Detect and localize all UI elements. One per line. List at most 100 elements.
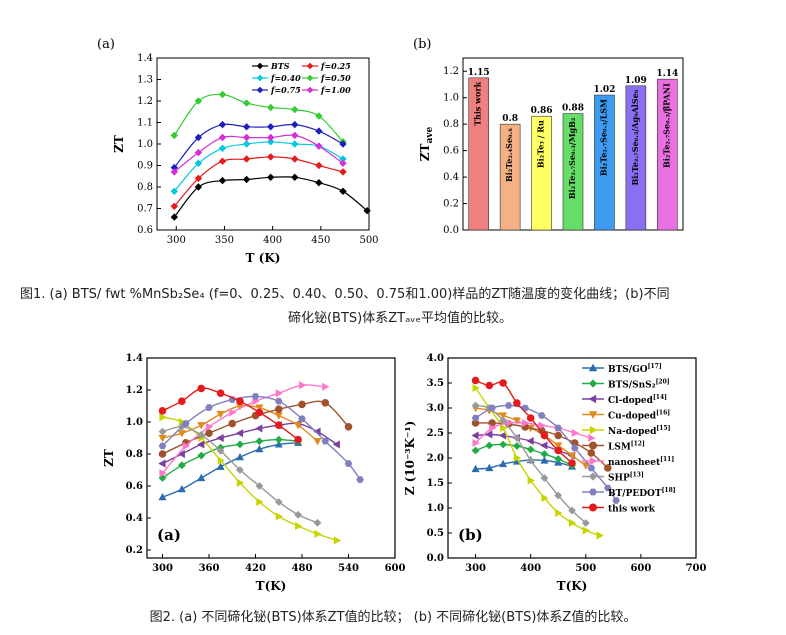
data-point — [236, 397, 244, 406]
x-tick-label: 600 — [630, 563, 651, 574]
legend-marker — [588, 379, 598, 388]
data-point — [274, 421, 283, 430]
data-point — [197, 473, 206, 482]
y-tick-label: 0.6 — [126, 481, 143, 492]
data-point — [194, 133, 203, 142]
legend-label-ref: [18] — [662, 487, 676, 494]
data-point — [522, 418, 530, 428]
data-point — [216, 446, 225, 455]
data-point — [363, 206, 371, 215]
x-axis-label: T(K) — [256, 579, 287, 593]
data-point — [242, 140, 251, 148]
x-tick-label: 420 — [245, 563, 266, 574]
data-point — [540, 450, 549, 458]
data-point — [291, 155, 299, 163]
bar-category-label: This work — [473, 81, 483, 126]
data-point — [256, 497, 264, 507]
y-tick-label: 1.1 — [137, 118, 153, 129]
data-point — [471, 401, 480, 410]
data-point — [298, 381, 307, 390]
data-point — [216, 389, 225, 398]
y-tick-label: 1.4 — [126, 353, 143, 364]
data-point — [197, 430, 206, 439]
data-point — [236, 466, 244, 474]
plot-area: 300 400 500 600 700 0.0 0.5 1.0 1.5 2.0 2.5 3.0 3.5 4… — [403, 353, 706, 593]
data-point — [170, 202, 179, 211]
data-point — [471, 431, 479, 440]
legend-marker — [589, 441, 598, 450]
data-point — [236, 478, 245, 487]
data-point — [472, 383, 480, 393]
data-point — [218, 120, 227, 129]
data-point — [596, 531, 604, 540]
x-tick-label: 500 — [359, 235, 378, 246]
data-point — [255, 437, 264, 446]
data-point — [526, 436, 534, 446]
data-point — [568, 518, 577, 528]
bar-4: 1.02 Bi₂Te₂.₇Se₀.₃/LSM — [593, 85, 615, 231]
bar-category-label: Bi₂Te₂.₇Se₀.₃/MgB₂ — [567, 117, 577, 199]
data-point — [158, 459, 166, 468]
data-point — [568, 506, 576, 515]
data-point — [315, 161, 323, 170]
data-point — [488, 404, 496, 412]
fig1-zt-average-bar-chart: (b) 0.0 0.2 0.4 0.6 0.8 1.0 1.2 ZTave 1.15 This wo… — [413, 37, 684, 236]
data-point — [177, 484, 186, 493]
bar-value-label: 1.09 — [625, 76, 647, 86]
data-point — [205, 422, 214, 431]
legend-label: f=0.75 — [270, 85, 301, 95]
data-point — [499, 379, 507, 387]
data-point — [582, 526, 591, 535]
data-point — [291, 120, 299, 129]
data-point — [555, 508, 563, 518]
legend-label: this work — [608, 505, 656, 515]
plot-area: 0.0 0.2 0.4 0.6 0.8 1.0 1.2 ZTave 1.15 This work 0… — [418, 57, 684, 236]
data-point — [181, 420, 190, 427]
data-point — [242, 123, 251, 131]
data-point — [339, 140, 347, 148]
data-point — [540, 456, 549, 464]
bar-value-label: 1.15 — [468, 68, 490, 78]
data-point — [314, 529, 322, 539]
legend-marker — [306, 74, 314, 82]
x-tick-label: 300 — [167, 235, 186, 246]
bar-category-label: Bi₂Te₂.₇Se₀.₃/LSM — [598, 99, 608, 176]
data-point — [512, 434, 521, 442]
x-tick-label: 300 — [152, 563, 173, 574]
series-line-cl-doped — [162, 422, 338, 465]
y-tick-label: 0.0 — [443, 225, 459, 236]
legend-label: Na-doped[15] — [608, 425, 671, 437]
data-point — [554, 491, 563, 500]
data-point — [567, 452, 577, 460]
data-point — [229, 408, 237, 417]
bar — [468, 77, 490, 231]
data-point — [255, 444, 264, 453]
data-point — [266, 123, 275, 131]
y-tick-label: 0.8 — [137, 182, 153, 193]
data-point — [274, 498, 283, 506]
legend-marker — [256, 62, 264, 70]
series-bts-sns — [471, 440, 576, 470]
data-point — [266, 138, 275, 146]
data-point — [197, 422, 206, 430]
data-point — [291, 173, 299, 182]
bar — [531, 115, 552, 231]
data-point — [512, 442, 521, 450]
data-point — [298, 415, 306, 423]
data-point — [554, 442, 563, 450]
y-tick-label: 0.8 — [443, 119, 459, 130]
data-point — [485, 430, 493, 439]
data-point — [216, 462, 225, 470]
series-nanosheet — [159, 381, 330, 478]
x-tick-label: 450 — [311, 235, 330, 246]
fig2-caption: 图2. (a) 不同碲化铋(BTS)体系ZT值的比较； (b) 不同碲化铋(BT… — [149, 610, 637, 625]
data-point — [554, 431, 563, 440]
bar-category-label: Bi₂Te₃ / Ru — [536, 120, 546, 168]
legend: BTS f=0.25 f=0.40 f=0.50 f=0.75 f=1.00 — [252, 61, 351, 95]
data-point — [321, 398, 330, 407]
x-tick-label: 700 — [686, 563, 707, 574]
data-point — [315, 127, 323, 135]
panel-label: (b) — [413, 37, 431, 52]
series-line-na-doped — [474, 387, 600, 537]
y-tick-label: 2.0 — [427, 453, 444, 464]
